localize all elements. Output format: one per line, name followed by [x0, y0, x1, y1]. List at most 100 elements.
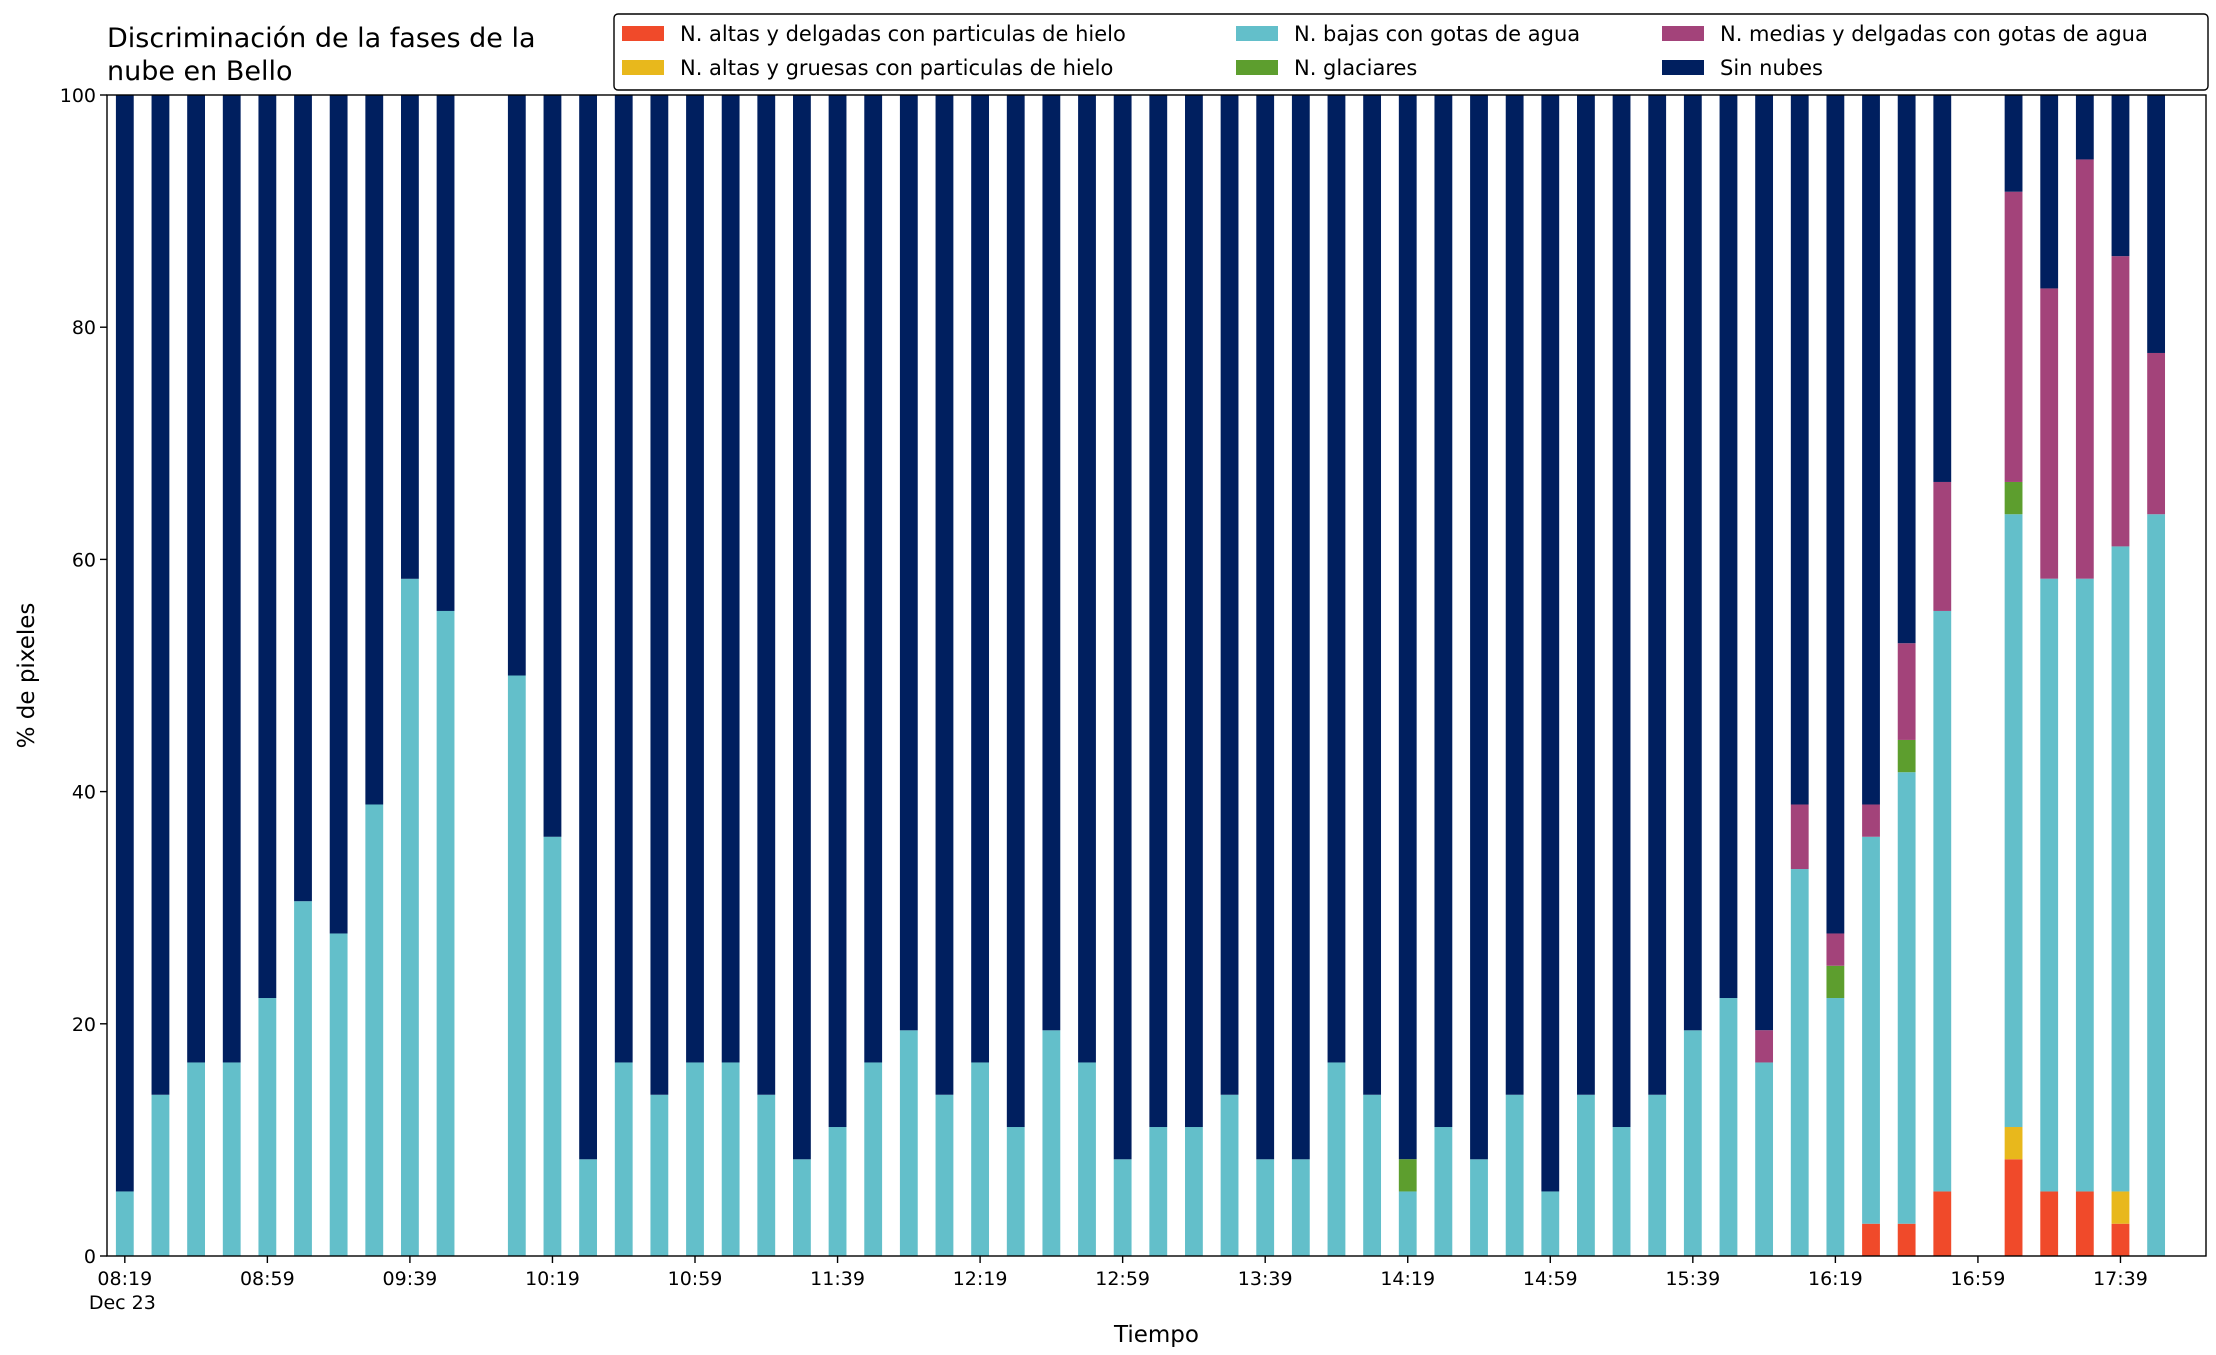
bar-segment	[721, 1062, 740, 1256]
bar-segment	[1683, 95, 1702, 1031]
x-tick-label: 09:39	[383, 1268, 438, 1290]
bar-segment	[2004, 1127, 2023, 1160]
bar-segment	[222, 1062, 241, 1256]
bar-segment	[329, 95, 348, 934]
bar-segment	[1933, 610, 1952, 1192]
bar-segment	[2111, 546, 2130, 1192]
bar-segment	[294, 95, 312, 902]
bar-segment	[721, 95, 740, 1063]
bar-segment	[401, 95, 419, 579]
bar-segment	[187, 1062, 206, 1256]
bar-segment	[1006, 95, 1025, 1128]
bar-segment	[543, 836, 562, 1256]
bar-segment	[1897, 1223, 1916, 1256]
bar-segment	[436, 610, 455, 1256]
legend-swatch	[622, 60, 664, 75]
legend-swatch	[1236, 26, 1278, 41]
x-tick-label: 10:59	[668, 1268, 723, 1290]
x-tick-label: 12:19	[953, 1268, 1008, 1290]
bar-segment	[2004, 1159, 2023, 1256]
bar-segment	[2004, 191, 2023, 482]
x-tick-label: 15:39	[1665, 1268, 1720, 1290]
bar-segment	[151, 1094, 170, 1256]
bar-segment	[2111, 94, 2130, 257]
bar-segment	[543, 95, 562, 837]
bar-segment	[1862, 1223, 1880, 1256]
bar-segment	[2004, 95, 2023, 192]
bar-segment	[1790, 95, 1809, 805]
bar-segment	[507, 95, 526, 676]
bar-segment	[1826, 998, 1845, 1256]
bar-segment	[650, 1094, 669, 1256]
bar-segment	[222, 95, 241, 1063]
legend-swatch	[1236, 60, 1278, 75]
legend-swatch	[1662, 26, 1704, 41]
bar-segment	[1505, 1094, 1524, 1256]
bar-segment	[1862, 804, 1880, 837]
bar-segment	[1256, 95, 1275, 1160]
bar-segment	[2147, 95, 2166, 353]
bar-segment	[1648, 95, 1667, 1095]
bar-segment	[1185, 95, 1203, 1128]
bar-segment	[1006, 1127, 1025, 1256]
bar-segment	[1505, 95, 1524, 1095]
x-axis-label: Tiempo	[1113, 1322, 1199, 1348]
bar-segment	[507, 675, 526, 1256]
bar-segment	[1149, 95, 1168, 1128]
bar-segment	[1042, 95, 1061, 1031]
bar-segment	[1149, 1127, 1168, 1256]
bar-segment	[1897, 643, 1916, 740]
plot-frame	[106, 94, 2207, 1257]
y-tick-label: 80	[72, 317, 96, 339]
bar-segment	[1897, 772, 1916, 1224]
legend-swatch	[1662, 60, 1704, 75]
bar-segment	[1113, 95, 1132, 1160]
bar-segment	[579, 1159, 598, 1256]
bar-segment	[258, 998, 277, 1256]
bar-segment	[1327, 1062, 1346, 1256]
bar-segment	[1826, 965, 1845, 999]
bar-segment	[401, 578, 419, 1256]
y-axis-label: % de pixeles	[14, 603, 40, 749]
bar-segment	[1470, 95, 1488, 1160]
bar-segment	[1078, 95, 1096, 1063]
bar-segment	[579, 95, 598, 1160]
bar-segment	[686, 95, 704, 1063]
legend-label: Sin nubes	[1720, 56, 1823, 80]
legend-swatch	[622, 26, 664, 41]
bar-segment	[365, 95, 384, 805]
legend: N. altas y delgadas con particulas de hi…	[613, 13, 2209, 91]
bar-segment	[1897, 95, 1916, 644]
bar-segment	[115, 1191, 134, 1256]
bar-segment	[2111, 256, 2130, 547]
bar-segment	[1327, 95, 1346, 1063]
x-tick-label: 12:59	[1095, 1268, 1150, 1290]
legend-label: N. medias y delgadas con gotas de agua	[1720, 22, 2148, 46]
legend-label: N. glaciares	[1294, 56, 1417, 80]
bar-segment	[1862, 95, 1880, 805]
bar-segment	[2040, 288, 2059, 579]
bar-segment	[1256, 1159, 1275, 1256]
bar-segment	[1113, 1159, 1132, 1256]
y-tick-label: 20	[72, 1014, 96, 1036]
chart-title: Discriminación de la fases de la nube en…	[107, 23, 536, 87]
bar-segment	[329, 933, 348, 1256]
bar-segment	[2111, 1191, 2130, 1224]
bar-segment	[1897, 739, 1916, 773]
bar-segment	[1541, 95, 1560, 1192]
bar-segment	[757, 95, 776, 1095]
bar-segment	[187, 95, 206, 1063]
bar-segment	[1398, 1159, 1417, 1192]
x-date-label: Dec 23	[89, 1292, 156, 1314]
bar-segment	[436, 95, 455, 611]
bar-segment	[2040, 578, 2059, 1192]
bar-segment	[1577, 95, 1595, 1095]
legend-label: N. altas y gruesas con particulas de hie…	[680, 56, 1113, 80]
bar-segment	[1363, 1094, 1382, 1256]
bar-segment	[1612, 95, 1631, 1128]
bar-segment	[2111, 1223, 2130, 1256]
bar-segment	[935, 1094, 954, 1256]
bar-segment	[899, 95, 918, 1031]
bar-segment	[1470, 1159, 1488, 1256]
x-tick-label: 08:59	[240, 1268, 295, 1290]
